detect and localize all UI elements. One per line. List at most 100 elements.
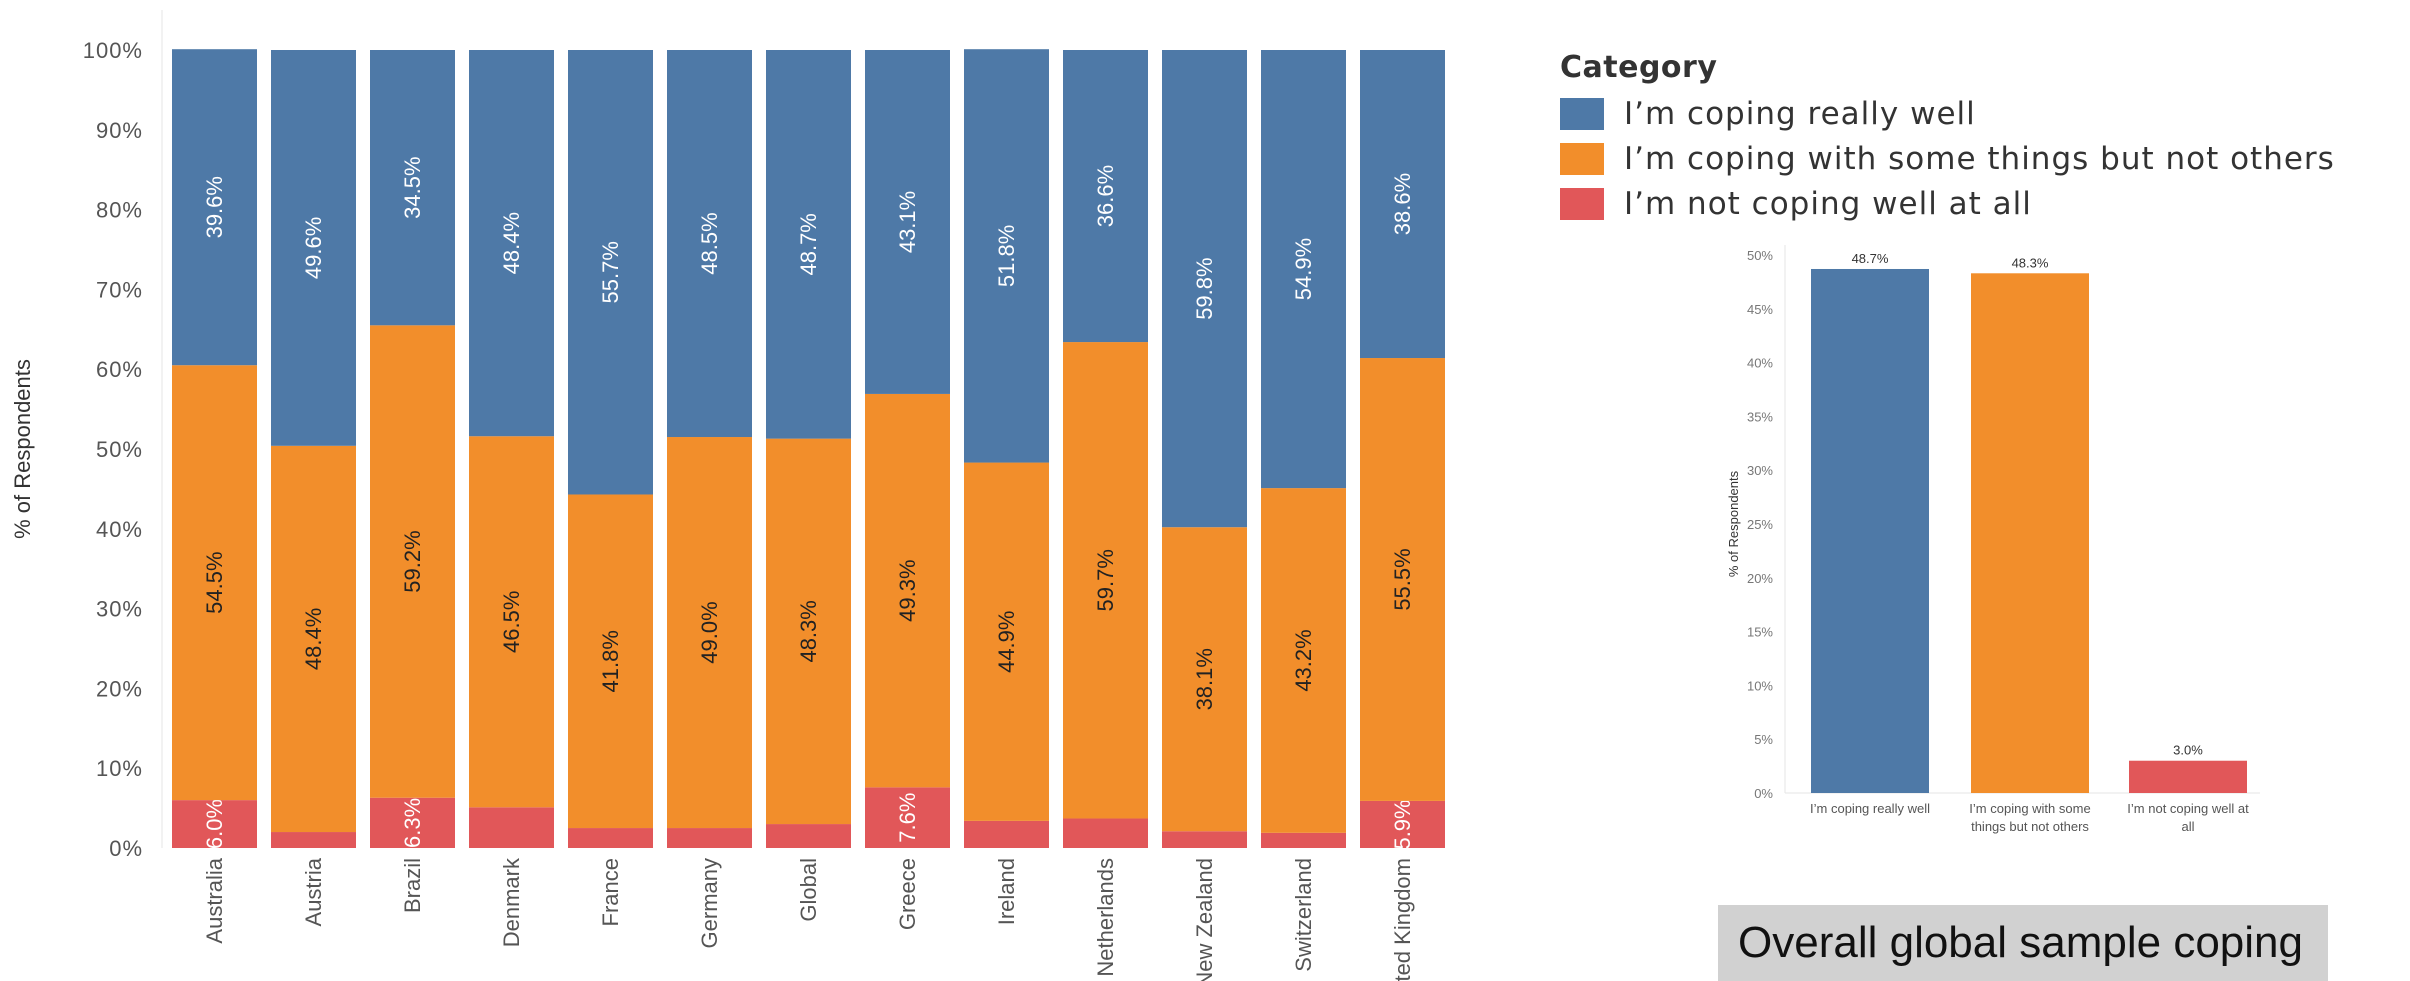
data-label: 43.2% <box>1291 629 1316 691</box>
y-tick-label: 35% <box>1747 409 1773 424</box>
bar-segment <box>766 438 851 825</box>
data-label: 38.1% <box>1192 648 1217 710</box>
x-tick-label: I’m not coping well at <box>2127 801 2249 816</box>
data-label: 6.3% <box>400 798 425 848</box>
bar-segment <box>1162 831 1247 848</box>
bar-segment <box>370 325 455 798</box>
data-label: 59.8% <box>1192 257 1217 319</box>
global-summary-bar-chart: 0% 5% 10% 15% 20% 25% 30% 35% 40% 45% 50% % of Resp… <box>1726 245 2260 834</box>
data-label: 55.7% <box>598 241 623 303</box>
y-tick-label: 40% <box>1747 356 1773 371</box>
bar-segment <box>1360 800 1445 848</box>
y-tick-label: 10% <box>96 756 143 781</box>
bar-segment <box>667 828 752 848</box>
bar-segment <box>964 820 1049 848</box>
data-label: 59.7% <box>1093 549 1118 611</box>
x-tick-label: all <box>2181 819 2194 834</box>
y-tick-label: 20% <box>96 676 143 701</box>
x-tick-label: Australia <box>202 857 227 943</box>
bar-segment <box>568 494 653 829</box>
y-tick-label: 80% <box>96 198 143 223</box>
y-tick-label: 25% <box>1747 517 1773 532</box>
x-tick-label: Netherlands <box>1093 858 1118 977</box>
y-tick-label: 20% <box>1747 571 1773 586</box>
bar-segment <box>469 807 554 848</box>
y-tick-label: 45% <box>1747 302 1773 317</box>
data-label: 54.9% <box>1291 238 1316 300</box>
data-label: 46.5% <box>499 591 524 653</box>
data-label: 49.0% <box>697 601 722 663</box>
data-label: 48.7% <box>1852 251 1889 266</box>
y-tick-label: 50% <box>96 437 143 462</box>
y-tick-label: 70% <box>96 277 143 302</box>
bar-segment <box>1063 342 1148 819</box>
x-tick-label: things but not others <box>1971 819 2089 834</box>
data-label: 6.0% <box>202 799 227 849</box>
legend-item-coping-well[interactable]: I’m coping really well <box>1560 91 2335 136</box>
bar-segment <box>1360 50 1445 359</box>
bar-segment <box>1162 527 1247 832</box>
y-tick-label: 30% <box>96 597 143 622</box>
bar-segment <box>370 50 455 326</box>
legend-title: Category <box>1560 50 1718 85</box>
y-tick-label: 10% <box>1747 678 1773 693</box>
y-tick-label: 0% <box>1754 786 1773 801</box>
legend: Category I’m coping really well I’m copi… <box>1560 50 2335 226</box>
y-tick-label: 0% <box>109 836 143 861</box>
y-axis-title: % of Respondents <box>10 359 35 539</box>
x-tick-label: I’m coping with some <box>1969 801 2090 816</box>
y-tick-label: 30% <box>1747 463 1773 478</box>
x-tick-label: Germany <box>697 858 722 948</box>
bar <box>1811 268 1929 793</box>
legend-label: I’m coping really well <box>1624 95 1976 132</box>
bar-segment <box>667 50 752 438</box>
data-label: 36.6% <box>1093 165 1118 227</box>
y-tick-label: 90% <box>96 118 143 143</box>
bar-segment <box>271 50 356 446</box>
bar-segment <box>1261 488 1346 833</box>
bar-segment <box>766 824 851 848</box>
x-tick-label: I’m coping really well <box>1810 801 1930 816</box>
bar-segment <box>1360 358 1445 801</box>
data-label: 49.3% <box>895 559 920 621</box>
x-tick-label: New Zealand <box>1192 858 1217 981</box>
data-label: 39.6% <box>202 176 227 238</box>
y-tick-label: 60% <box>96 357 143 382</box>
caption-box: Overall global sample coping <box>1718 905 2328 981</box>
legend-swatch-coping-some <box>1560 142 1604 175</box>
data-label: 3.0% <box>2173 743 2203 758</box>
legend-swatch-not-coping <box>1560 187 1604 220</box>
bar-segment <box>865 50 950 394</box>
legend-label: I’m not coping well at all <box>1624 185 2032 222</box>
bar-segment <box>172 365 257 801</box>
data-label: 7.6% <box>895 793 920 843</box>
data-label: 54.5% <box>202 551 227 613</box>
bar-segment <box>865 787 950 848</box>
x-tick-label: Switzerland <box>1291 858 1316 972</box>
data-label: 48.7% <box>796 213 821 275</box>
x-tick-label: Greece <box>895 858 920 930</box>
bar-segment <box>1261 832 1346 848</box>
stacked-bar-chart: 0% 10% 20% 30% 40% 50% 60% 70% 80% 90% 100% % of Re… <box>10 10 1445 981</box>
bar-segment <box>766 50 851 439</box>
data-label: 51.8% <box>994 225 1019 287</box>
bar-segment <box>1063 50 1148 343</box>
bar-segment <box>172 49 257 366</box>
legend-item-coping-some[interactable]: I’m coping with some things but not othe… <box>1560 136 2335 181</box>
x-tick-label: Brazil <box>400 858 425 913</box>
y-axis-title: % of Respondents <box>1726 470 1741 577</box>
data-label: 34.5% <box>400 156 425 218</box>
data-label: 44.9% <box>994 611 1019 673</box>
x-tick-label: Austria <box>301 857 326 926</box>
bar-segment <box>865 393 950 788</box>
data-label: 41.8% <box>598 630 623 692</box>
legend-swatch-coping-well <box>1560 97 1604 130</box>
bar-segment <box>469 436 554 808</box>
bar-segment <box>271 832 356 848</box>
bar <box>2129 760 2247 793</box>
bar-segment <box>370 797 455 848</box>
data-label: 48.3% <box>2012 255 2049 270</box>
legend-item-not-coping[interactable]: I’m not coping well at all <box>1560 181 2335 226</box>
data-label: 55.5% <box>1390 548 1415 610</box>
bar-segment <box>271 445 356 833</box>
